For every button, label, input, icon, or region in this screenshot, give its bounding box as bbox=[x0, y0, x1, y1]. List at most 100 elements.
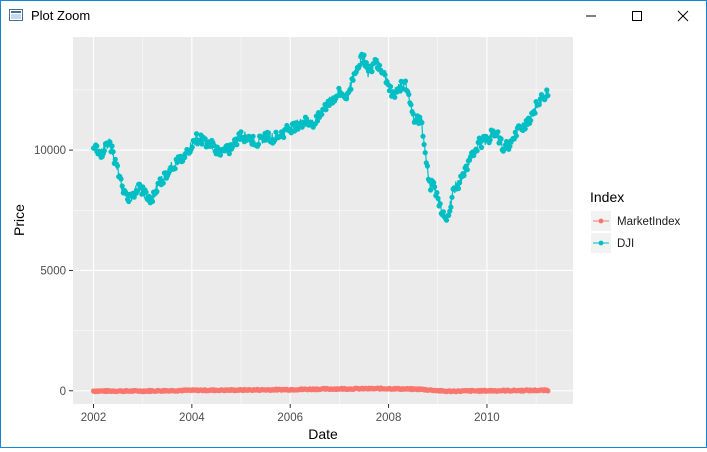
data-point bbox=[496, 140, 502, 146]
data-point bbox=[421, 141, 427, 148]
data-point bbox=[406, 91, 412, 98]
data-point bbox=[447, 208, 453, 214]
legend-label-marketindex: MarketIndex bbox=[617, 216, 681, 228]
data-point bbox=[182, 154, 188, 161]
data-point bbox=[419, 120, 425, 126]
data-point bbox=[174, 159, 180, 165]
data-point bbox=[474, 148, 480, 154]
plot-window-icon bbox=[9, 9, 23, 21]
data-point bbox=[417, 114, 423, 120]
data-point bbox=[408, 102, 414, 108]
grid-lines bbox=[73, 37, 573, 404]
minimize-icon bbox=[586, 15, 596, 17]
window-title: Plot Zoom bbox=[31, 8, 91, 23]
data-point bbox=[238, 129, 244, 135]
data-point bbox=[281, 134, 287, 140]
data-point bbox=[435, 195, 441, 201]
data-point bbox=[234, 142, 240, 148]
data-point bbox=[199, 141, 205, 147]
minimize-button[interactable] bbox=[568, 1, 614, 31]
title-bar[interactable]: Plot Zoom bbox=[1, 1, 706, 31]
data-point bbox=[457, 180, 463, 186]
data-point bbox=[369, 69, 375, 75]
legend-point-marketindex bbox=[598, 218, 604, 224]
data-point bbox=[189, 144, 195, 150]
plot-area: 2002 2004 2006 2008 2010 0 5000 10000 Date Pric… bbox=[1, 31, 706, 447]
data-point bbox=[545, 388, 551, 394]
data-point bbox=[143, 189, 149, 195]
y-tick-label: 10000 bbox=[34, 145, 66, 157]
data-point bbox=[545, 93, 551, 99]
axes: 2002 2004 2006 2008 2010 0 5000 10000 bbox=[34, 145, 500, 424]
data-point bbox=[353, 69, 359, 75]
data-point bbox=[202, 136, 208, 142]
data-point bbox=[110, 149, 116, 155]
data-point bbox=[373, 59, 379, 65]
data-point bbox=[109, 143, 115, 149]
data-point bbox=[522, 126, 528, 132]
data-point bbox=[363, 60, 369, 66]
legend: Index MarketIndex DJI bbox=[590, 189, 681, 253]
data-point bbox=[107, 139, 113, 145]
data-point bbox=[461, 173, 467, 179]
data-point bbox=[446, 212, 452, 218]
data-point bbox=[440, 209, 446, 215]
data-point bbox=[513, 133, 520, 139]
maximize-icon bbox=[632, 11, 642, 21]
x-tick-label: 2004 bbox=[179, 412, 205, 424]
data-point bbox=[348, 86, 354, 92]
x-tick-label: 2006 bbox=[277, 412, 303, 424]
data-point bbox=[304, 116, 310, 122]
data-point bbox=[226, 151, 232, 157]
data-point bbox=[228, 146, 234, 152]
data-point bbox=[343, 96, 350, 102]
data-point bbox=[402, 78, 409, 84]
data-point bbox=[420, 133, 426, 139]
data-point bbox=[449, 194, 455, 200]
data-point bbox=[478, 144, 485, 150]
data-point bbox=[265, 130, 271, 136]
legend-label-dji: DJI bbox=[617, 238, 634, 250]
maximize-button[interactable] bbox=[614, 1, 660, 31]
data-point bbox=[119, 183, 125, 189]
close-button[interactable] bbox=[660, 1, 706, 31]
y-tick-label: 5000 bbox=[40, 265, 66, 277]
data-point bbox=[536, 102, 542, 108]
data-point bbox=[501, 146, 507, 152]
legend-point-dji bbox=[598, 240, 604, 246]
data-point bbox=[172, 166, 178, 172]
series-dji bbox=[90, 51, 551, 223]
series-layer bbox=[90, 51, 551, 395]
data-point bbox=[498, 136, 504, 142]
data-point bbox=[410, 111, 416, 117]
data-point bbox=[387, 83, 394, 90]
data-point bbox=[464, 167, 470, 173]
data-point bbox=[382, 72, 388, 78]
data-point bbox=[154, 188, 160, 195]
x-tick-label: 2010 bbox=[474, 412, 500, 424]
data-point bbox=[528, 117, 534, 123]
data-point bbox=[434, 190, 440, 196]
data-point bbox=[350, 77, 356, 83]
data-point bbox=[255, 141, 262, 147]
close-icon bbox=[677, 10, 689, 22]
x-tick-label: 2002 bbox=[81, 412, 107, 424]
legend-title: Index bbox=[590, 189, 624, 205]
data-point bbox=[532, 110, 538, 116]
data-point bbox=[149, 198, 156, 204]
data-point bbox=[101, 148, 107, 154]
data-point bbox=[455, 185, 462, 192]
x-tick-label: 2008 bbox=[376, 412, 402, 424]
price-chart: 2002 2004 2006 2008 2010 0 5000 10000 Date Pric… bbox=[11, 37, 681, 442]
data-point bbox=[126, 198, 132, 205]
data-point bbox=[432, 184, 438, 190]
data-point bbox=[94, 143, 100, 149]
data-point bbox=[437, 201, 443, 207]
data-point bbox=[424, 163, 430, 169]
data-point bbox=[487, 137, 493, 143]
data-point bbox=[118, 176, 124, 182]
data-point bbox=[431, 180, 437, 186]
y-tick-label: 0 bbox=[60, 386, 66, 398]
data-point bbox=[448, 204, 454, 210]
